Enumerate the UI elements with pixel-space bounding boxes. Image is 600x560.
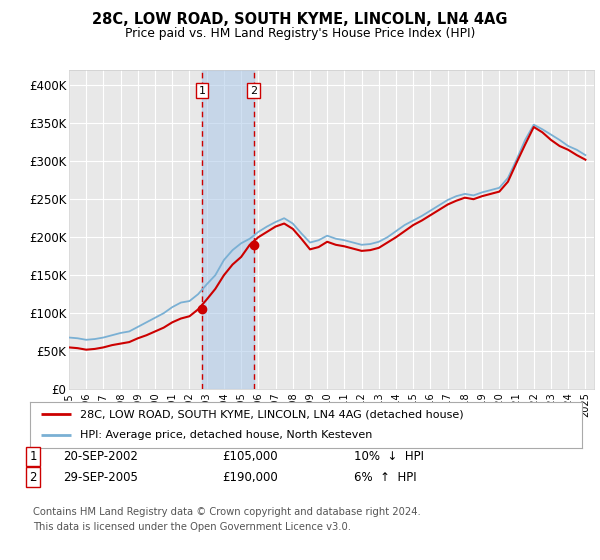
Text: 6%  ↑  HPI: 6% ↑ HPI xyxy=(354,470,416,484)
Text: 20-SEP-2002: 20-SEP-2002 xyxy=(63,450,138,463)
Text: 1: 1 xyxy=(199,86,205,96)
Text: 2: 2 xyxy=(29,470,37,484)
Text: Contains HM Land Registry data © Crown copyright and database right 2024.
This d: Contains HM Land Registry data © Crown c… xyxy=(33,507,421,531)
Text: 10%  ↓  HPI: 10% ↓ HPI xyxy=(354,450,424,463)
Text: £105,000: £105,000 xyxy=(222,450,278,463)
Text: Price paid vs. HM Land Registry's House Price Index (HPI): Price paid vs. HM Land Registry's House … xyxy=(125,27,475,40)
Text: 1: 1 xyxy=(29,450,37,463)
Text: 28C, LOW ROAD, SOUTH KYME, LINCOLN, LN4 4AG: 28C, LOW ROAD, SOUTH KYME, LINCOLN, LN4 … xyxy=(92,12,508,27)
Text: 28C, LOW ROAD, SOUTH KYME, LINCOLN, LN4 4AG (detached house): 28C, LOW ROAD, SOUTH KYME, LINCOLN, LN4 … xyxy=(80,409,463,419)
Text: 29-SEP-2005: 29-SEP-2005 xyxy=(63,470,138,484)
Text: £190,000: £190,000 xyxy=(222,470,278,484)
Text: 2: 2 xyxy=(250,86,257,96)
Bar xyxy=(202,70,254,389)
Text: HPI: Average price, detached house, North Kesteven: HPI: Average price, detached house, Nort… xyxy=(80,431,372,441)
